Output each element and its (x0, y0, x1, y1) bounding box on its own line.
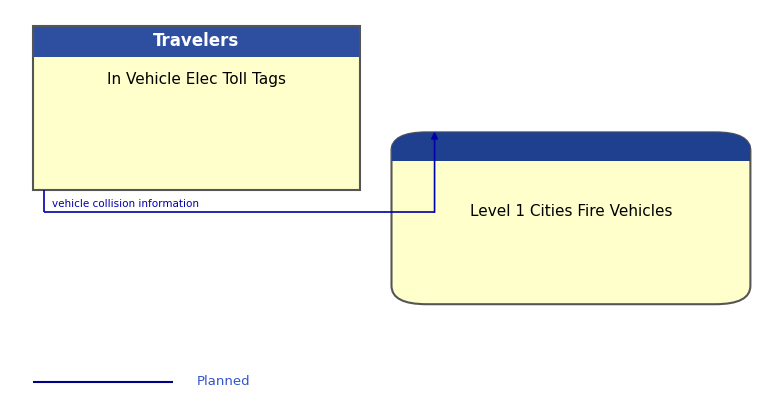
Text: Travelers: Travelers (153, 32, 240, 50)
FancyBboxPatch shape (33, 26, 360, 56)
Text: Planned: Planned (197, 375, 250, 389)
FancyBboxPatch shape (392, 145, 750, 161)
FancyBboxPatch shape (392, 132, 750, 161)
Text: vehicle collision information: vehicle collision information (52, 199, 199, 209)
FancyBboxPatch shape (392, 132, 750, 304)
Text: In Vehicle Elec Toll Tags: In Vehicle Elec Toll Tags (107, 72, 286, 87)
FancyBboxPatch shape (33, 56, 360, 190)
Text: Level 1 Cities Fire Vehicles: Level 1 Cities Fire Vehicles (470, 204, 672, 219)
